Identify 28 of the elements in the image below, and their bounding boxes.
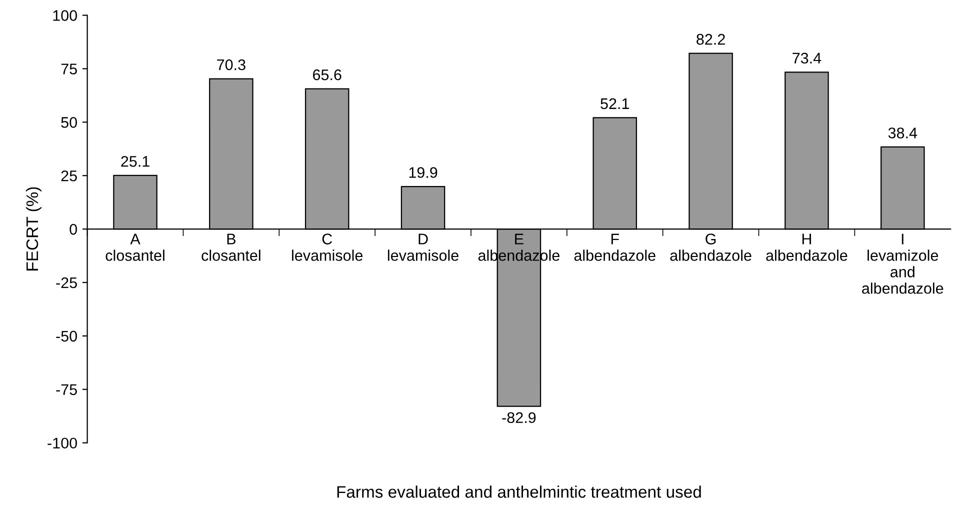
data-label: 38.4 bbox=[888, 128, 918, 138]
x-tick-label: C levamisole bbox=[292, 234, 363, 261]
y-axis-title: FECRT (%) bbox=[26, 187, 42, 270]
y-tick-label: -50 bbox=[56, 330, 77, 342]
data-label: 73.4 bbox=[792, 52, 822, 64]
y-tick-label: -75 bbox=[56, 384, 77, 396]
data-label: 52.1 bbox=[600, 98, 629, 110]
data-label: 82.2 bbox=[696, 34, 725, 45]
x-tick-label: F albendazole bbox=[574, 234, 656, 261]
data-label: 25.1 bbox=[121, 156, 150, 167]
y-tick-label: 0 bbox=[70, 224, 77, 235]
x-tick-label: B closantel bbox=[202, 234, 260, 261]
x-tick-label: I levamizole and albendazole bbox=[862, 234, 944, 294]
y-tick-label: 50 bbox=[61, 117, 77, 128]
x-tick-label: H albendazole bbox=[766, 234, 848, 261]
x-tick-label: D levamisole bbox=[388, 234, 458, 261]
data-label: 65.6 bbox=[313, 69, 342, 80]
y-tick-label: -100 bbox=[48, 438, 77, 449]
data-label: -82.9 bbox=[502, 412, 536, 424]
y-tick-label: 100 bbox=[53, 10, 77, 21]
x-axis-title: Farms evaluated and anthelmintic treatment used bbox=[337, 486, 701, 498]
data-label: 70.3 bbox=[217, 59, 246, 70]
x-tick-label: A closantel bbox=[106, 234, 164, 261]
y-tick-label: 25 bbox=[61, 170, 77, 182]
x-tick-label: G albendazole bbox=[670, 234, 752, 261]
data-label: 19.9 bbox=[409, 167, 438, 178]
y-tick-label: 75 bbox=[61, 64, 77, 74]
y-tick-label: -25 bbox=[56, 277, 77, 288]
